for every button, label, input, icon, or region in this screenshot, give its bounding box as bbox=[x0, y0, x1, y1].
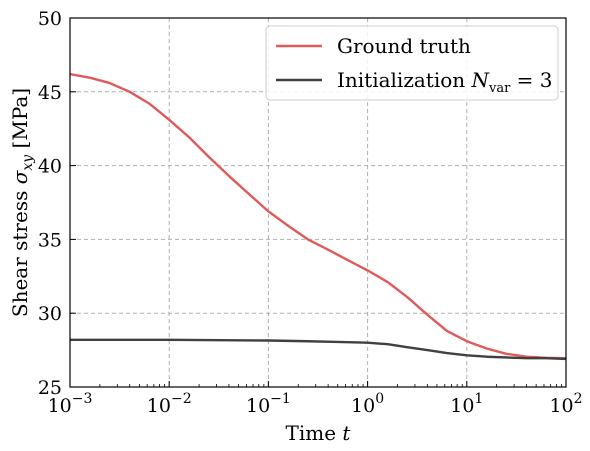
legend-label: Initialization Nvar = 3 bbox=[337, 68, 553, 96]
x-tick-base: 10 bbox=[450, 395, 474, 417]
x-tick-base: 10 bbox=[48, 395, 72, 417]
x-tick-exponent: −2 bbox=[171, 391, 192, 407]
x-tick-exponent: 0 bbox=[375, 391, 384, 407]
x-tick-base: 10 bbox=[351, 395, 375, 417]
x-tick-label: 10−2 bbox=[147, 391, 192, 417]
x-tick-label: 100 bbox=[351, 391, 384, 417]
x-tick-exponent: 1 bbox=[474, 391, 483, 407]
x-tick-base: 10 bbox=[246, 395, 270, 417]
y-tick-label: 40 bbox=[38, 156, 62, 178]
x-tick-base: 10 bbox=[549, 395, 573, 417]
y-axis-label: Shear stress σxy [MPa] bbox=[8, 88, 36, 317]
legend: Ground truth Initialization Nvar = 3 bbox=[265, 25, 559, 101]
x-tick-exponent: −1 bbox=[270, 391, 291, 407]
x-tick-exponent: −3 bbox=[72, 391, 93, 407]
series-line-ground-truth bbox=[69, 72, 567, 360]
legend-box bbox=[265, 25, 559, 101]
x-tick-label: 102 bbox=[549, 391, 582, 417]
x-tick-label: 101 bbox=[450, 391, 483, 417]
y-tick-label: 25 bbox=[38, 377, 62, 399]
x-axis-label: Time t bbox=[286, 421, 352, 445]
y-tick-label: 30 bbox=[38, 303, 62, 325]
x-tick-label: 10−1 bbox=[246, 391, 291, 417]
y-tick-label: 45 bbox=[38, 82, 62, 104]
plot-frame bbox=[69, 17, 567, 388]
series-line-initialization bbox=[70, 338, 567, 361]
x-tick-label: 10−3 bbox=[48, 391, 93, 417]
series-layer bbox=[69, 72, 567, 361]
y-tick-label: 35 bbox=[38, 229, 62, 251]
legend-label: Ground truth bbox=[337, 34, 471, 58]
y-tick-label: 50 bbox=[38, 8, 62, 30]
x-tick-exponent: 2 bbox=[574, 391, 583, 407]
axis-ticks bbox=[69, 17, 567, 388]
x-tick-base: 10 bbox=[147, 395, 171, 417]
